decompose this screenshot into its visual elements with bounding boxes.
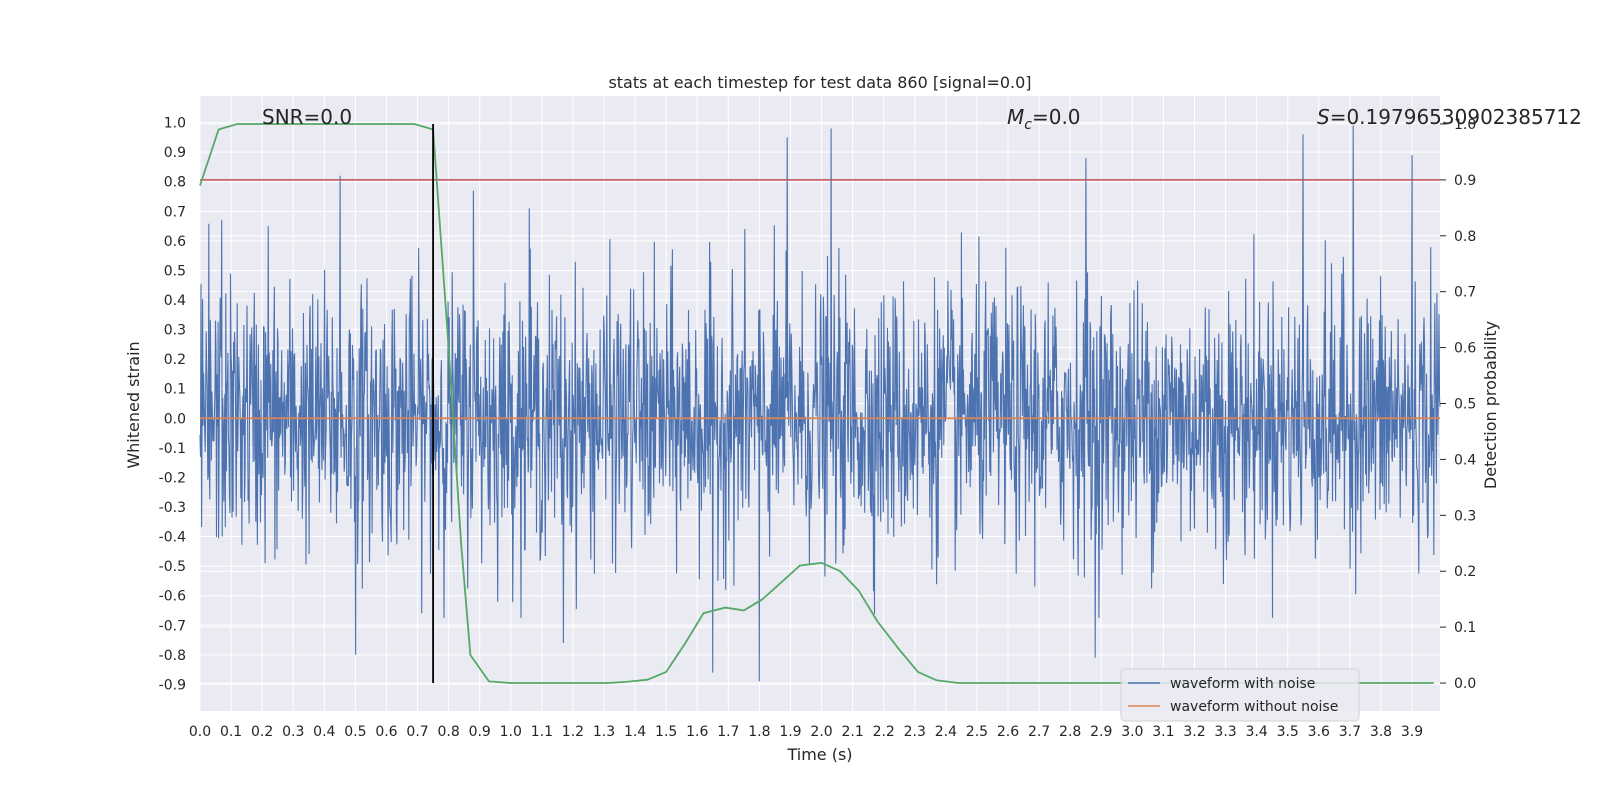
x-tick-label: 1.8	[748, 724, 770, 740]
y-tick-label: 0.3	[164, 323, 186, 339]
x-tick-label: 2.3	[904, 724, 926, 740]
x-tick-label: 3.5	[1277, 724, 1299, 740]
y2-tick-label: 0.7	[1454, 285, 1476, 301]
y2-tick-label: 0.2	[1454, 564, 1476, 580]
x-tick-label: 3.1	[1152, 724, 1174, 740]
waveform-with-noise-series	[199, 125, 1441, 682]
x-tick-label: 2.1	[841, 724, 863, 740]
x-tick-label: 3.0	[1121, 724, 1143, 740]
y-axis-label: Whitened strain	[124, 341, 143, 468]
x-tick-label: 1.3	[593, 724, 615, 740]
ticks: 0.0 0.1 0.2 0.3 0.4 0.5 0.6 0.7 0.8 0.9 1.0 1.1 1.2 1…	[159, 116, 1477, 740]
x-tick-label: 0.7	[406, 724, 428, 740]
x-tick-label: 0.6	[375, 724, 397, 740]
y2-tick-label: 1.0	[1454, 117, 1476, 133]
y-tick-label: -0.9	[159, 677, 186, 693]
series-line-waveform-with-noise	[199, 125, 1441, 682]
x-tick-label: 2.8	[1059, 724, 1081, 740]
x-tick-label: 3.9	[1401, 724, 1423, 740]
x-tick-label: 2.2	[873, 724, 895, 740]
y2-axis-label: Detection probability	[1481, 321, 1500, 489]
y-tick-label: -0.8	[159, 648, 186, 664]
y-tick-label: -0.1	[159, 441, 186, 457]
legend-label-noisy: waveform with noise	[1170, 676, 1315, 692]
x-tick-label: 1.2	[562, 724, 584, 740]
x-tick-label: 3.3	[1214, 724, 1236, 740]
chart-title: stats at each timestep for test data 860…	[608, 73, 1031, 92]
y-tick-label: 0.1	[164, 382, 186, 398]
legend-box	[1120, 668, 1360, 722]
x-tick-label: 3.4	[1246, 724, 1268, 740]
x-tick-label: 2.4	[935, 724, 957, 740]
x-tick-label: 1.7	[717, 724, 739, 740]
y-tick-label: -0.6	[159, 589, 186, 605]
x-tick-label: 0.2	[251, 724, 273, 740]
y-tick-label: 0.5	[164, 263, 186, 279]
x-tick-label: 2.7	[1028, 724, 1050, 740]
y2-tick-label: 0.6	[1454, 341, 1476, 357]
x-tick-label: 1.1	[531, 724, 553, 740]
x-tick-label: 3.6	[1308, 724, 1330, 740]
x-tick-label: 0.8	[437, 724, 459, 740]
x-tick-label: 3.8	[1370, 724, 1392, 740]
x-tick-label: 3.7	[1339, 724, 1361, 740]
y-tick-label: 1.0	[164, 116, 186, 132]
y2-tick-label: 0.8	[1454, 229, 1476, 245]
y-tick-label: -0.5	[159, 559, 186, 575]
y-tick-label: 0.6	[164, 234, 186, 250]
y2-tick-label: 0.3	[1454, 508, 1476, 524]
legend-label-clean: waveform without noise	[1170, 699, 1338, 715]
x-tick-label: 0.0	[189, 724, 211, 740]
y2-tick-label: 0.4	[1454, 452, 1476, 468]
y2-tick-label: 0.5	[1454, 397, 1476, 413]
y-tick-label: 0.4	[164, 293, 186, 309]
y-tick-label: 0.8	[164, 175, 186, 191]
x-axis-label: Time (s)	[786, 745, 852, 764]
x-tick-label: 0.1	[220, 724, 242, 740]
x-tick-label: 0.4	[313, 724, 335, 740]
x-tick-label: 0.9	[469, 724, 491, 740]
x-tick-label: 2.5	[966, 724, 988, 740]
y2-tick-label: 0.9	[1454, 173, 1476, 189]
y-tick-label: 0.7	[164, 204, 186, 220]
y-tick-label: 0.0	[164, 411, 186, 427]
x-tick-label: 2.6	[997, 724, 1019, 740]
snr-annotation: SNR=0.0	[262, 105, 352, 129]
x-tick-label: 0.3	[282, 724, 304, 740]
s-annotation: S=0.19796530902385712	[1317, 105, 1582, 129]
y-tick-label: -0.7	[159, 618, 186, 634]
x-tick-label: 1.4	[624, 724, 646, 740]
series-line-detection-probability	[199, 123, 1434, 684]
x-tick-label: 1.0	[500, 724, 522, 740]
x-tick-label: 2.9	[1090, 724, 1112, 740]
x-tick-label: 3.2	[1183, 724, 1205, 740]
y-tick-label: -0.4	[159, 530, 186, 546]
x-tick-label: 1.6	[686, 724, 708, 740]
x-tick-label: 1.9	[779, 724, 801, 740]
y-tick-label: 0.9	[164, 145, 186, 161]
x-tick-label: 0.5	[344, 724, 366, 740]
overlays	[199, 123, 1440, 684]
mc-annotation: Mc=0.0	[1007, 105, 1081, 133]
y2-tick-label: 0.0	[1454, 676, 1476, 692]
y-tick-label: 0.2	[164, 352, 186, 368]
x-tick-label: 2.0	[810, 724, 832, 740]
legend: waveform with noise waveform without noi…	[1120, 668, 1360, 722]
x-tick-label: 1.5	[655, 724, 677, 740]
y-tick-label: -0.2	[159, 470, 186, 486]
y2-tick-label: 0.1	[1454, 620, 1476, 636]
y-tick-label: -0.3	[159, 500, 186, 516]
